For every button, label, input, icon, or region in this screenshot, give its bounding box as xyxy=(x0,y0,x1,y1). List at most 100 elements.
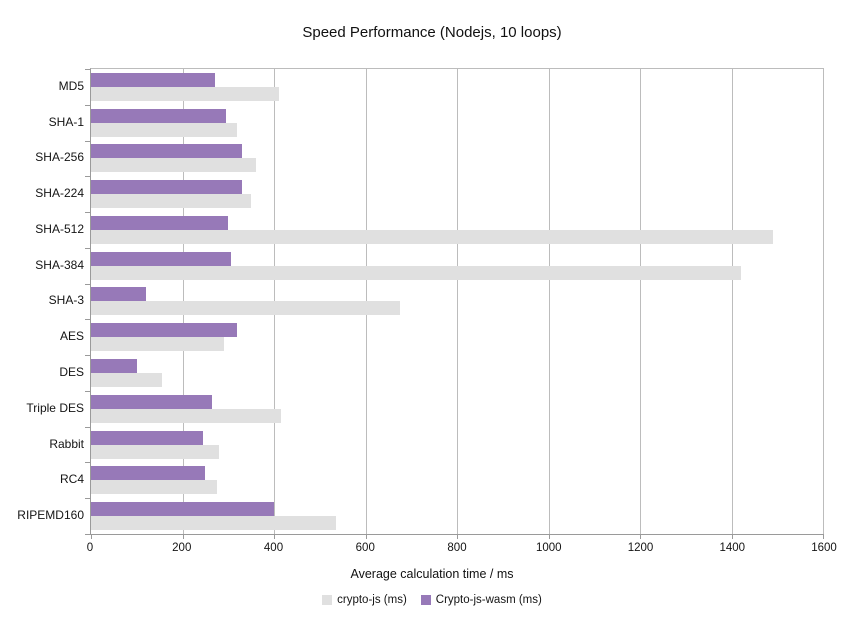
legend: crypto-js (ms) Crypto-js-wasm (ms) xyxy=(0,594,864,606)
bar-crypto-js-wasm-ms--sha-512 xyxy=(91,215,229,230)
bar-crypto-js-wasm-ms--sha-224 xyxy=(91,180,242,195)
bar-crypto-js-wasm-ms--rabbit xyxy=(91,430,204,445)
y-tick xyxy=(85,212,91,213)
x-tick-800 xyxy=(457,534,458,539)
bar-group-des xyxy=(91,355,823,391)
x-tick-1600 xyxy=(823,534,824,539)
gridline-1000 xyxy=(548,69,550,534)
y-label-aes: AES xyxy=(59,329,84,344)
legend-item-crypto-js-ms-: crypto-js (ms) xyxy=(322,594,407,606)
y-tick xyxy=(85,391,91,392)
x-tick-label-1000: 1000 xyxy=(535,542,562,554)
y-label-sha-1: SHA-1 xyxy=(48,114,84,129)
x-tick-1200 xyxy=(640,534,641,539)
legend-item-crypto-js-wasm-ms-: Crypto-js-wasm (ms) xyxy=(420,594,542,606)
x-tick-600 xyxy=(365,534,367,539)
x-tick-1000 xyxy=(548,534,550,539)
x-tick-label-400: 400 xyxy=(263,542,284,554)
bar-group-sha-384 xyxy=(91,248,823,284)
y-axis-labels: MD5 SHA-1 SHA-256 SHA-224 SHA-512 SHA-384 SHA-… xyxy=(0,68,84,535)
bar-crypto-js-ms--des xyxy=(91,373,162,387)
bar-crypto-js-ms--sha-256 xyxy=(91,158,256,173)
gridline-1400 xyxy=(731,69,733,534)
y-tick xyxy=(85,534,91,535)
bar-group-rc4 xyxy=(91,462,823,498)
bar-crypto-js-ms--ripemd160 xyxy=(91,516,336,531)
y-tick xyxy=(85,105,91,106)
legend-swatch-crypto-js-ms- xyxy=(322,595,333,605)
y-label-sha-224: SHA-224 xyxy=(35,186,84,201)
bar-crypto-js-ms--rc4 xyxy=(91,480,217,495)
y-tick xyxy=(85,141,91,142)
chart-title: Speed Performance (Nodejs, 10 loops) xyxy=(302,24,562,41)
y-tick xyxy=(85,69,91,70)
y-label-sha-384: SHA-384 xyxy=(35,257,84,272)
plot-area xyxy=(85,68,824,539)
bar-group-md5 xyxy=(91,69,823,105)
y-tick xyxy=(85,462,91,463)
y-label-rabbit: Rabbit xyxy=(49,436,84,451)
bar-crypto-js-wasm-ms--rc4 xyxy=(91,466,206,481)
bar-crypto-js-ms--sha-512 xyxy=(91,229,773,244)
bar-crypto-js-ms--aes xyxy=(91,337,224,352)
y-label-ripemd160: RIPEMD160 xyxy=(17,508,84,523)
bar-crypto-js-wasm-ms--sha-3 xyxy=(91,287,146,302)
bar-group-sha-224 xyxy=(91,176,823,212)
x-tick-400 xyxy=(274,534,275,539)
bar-crypto-js-wasm-ms--sha-384 xyxy=(91,251,231,266)
bar-group-rabbit xyxy=(91,427,823,463)
y-tick xyxy=(85,498,91,499)
x-tick-label-800: 800 xyxy=(447,542,467,554)
y-label-rc4: RC4 xyxy=(59,472,84,487)
x-tick-1400 xyxy=(731,534,733,539)
y-label-des: DES xyxy=(59,365,84,379)
bar-crypto-js-wasm-ms--sha-1 xyxy=(91,108,226,123)
bar-group-ripemd160 xyxy=(91,498,823,534)
x-axis-title: Average calculation time / ms xyxy=(350,567,514,581)
bar-crypto-js-ms--sha-1 xyxy=(91,122,238,137)
y-label-triple-des: Triple DES xyxy=(26,400,84,415)
bar-crypto-js-wasm-ms--triple-des xyxy=(91,394,213,409)
bar-crypto-js-ms--triple-des xyxy=(91,408,281,423)
gridline-800 xyxy=(457,69,458,534)
y-tick xyxy=(85,248,91,249)
y-tick xyxy=(85,284,91,285)
x-tick-label-0: 0 xyxy=(86,542,94,554)
y-tick xyxy=(85,355,91,356)
y-label-md5: MD5 xyxy=(58,78,84,93)
legend-label-crypto-js-wasm-ms-: Crypto-js-wasm (ms) xyxy=(435,594,542,606)
bar-crypto-js-wasm-ms--des xyxy=(91,359,137,373)
y-label-sha-256: SHA-256 xyxy=(35,150,84,165)
bar-group-sha-256 xyxy=(91,141,823,177)
gridline-1200 xyxy=(640,69,641,534)
y-tick xyxy=(85,427,91,428)
x-tick-label-1400: 1400 xyxy=(719,542,746,554)
bar-group-sha-1 xyxy=(91,105,823,141)
y-label-sha-512: SHA-512 xyxy=(35,221,84,236)
x-tick-label-600: 600 xyxy=(355,542,375,554)
legend-label-crypto-js-ms-: crypto-js (ms) xyxy=(337,594,407,606)
bar-crypto-js-ms--sha-384 xyxy=(91,265,741,280)
bar-group-sha-3 xyxy=(91,284,823,320)
bar-crypto-js-wasm-ms--ripemd160 xyxy=(91,502,274,517)
bar-crypto-js-wasm-ms--md5 xyxy=(91,72,215,87)
legend-swatch-crypto-js-wasm-ms- xyxy=(420,595,431,605)
y-tick xyxy=(85,319,91,320)
x-tick-label-200: 200 xyxy=(172,542,192,554)
bar-crypto-js-ms--sha-224 xyxy=(91,194,252,209)
x-tick-label-1200: 1200 xyxy=(627,542,654,554)
y-label-sha-3: SHA-3 xyxy=(48,293,84,308)
bar-crypto-js-wasm-ms--aes xyxy=(91,323,238,338)
x-tick-label-1600: 1600 xyxy=(811,542,837,554)
bar-crypto-js-ms--sha-3 xyxy=(91,301,400,316)
bar-group-sha-512 xyxy=(91,212,823,248)
bar-crypto-js-ms--rabbit xyxy=(91,444,220,459)
y-tick xyxy=(85,176,91,177)
bar-crypto-js-wasm-ms--sha-256 xyxy=(91,144,242,159)
bar-group-aes xyxy=(91,319,823,355)
bar-crypto-js-ms--md5 xyxy=(91,86,279,101)
x-tick-200 xyxy=(182,534,184,539)
x-axis-tick-labels: 0 200 400 600 800 1000 1200 1400 1600 xyxy=(86,542,837,556)
x-tick-0 xyxy=(91,534,92,539)
